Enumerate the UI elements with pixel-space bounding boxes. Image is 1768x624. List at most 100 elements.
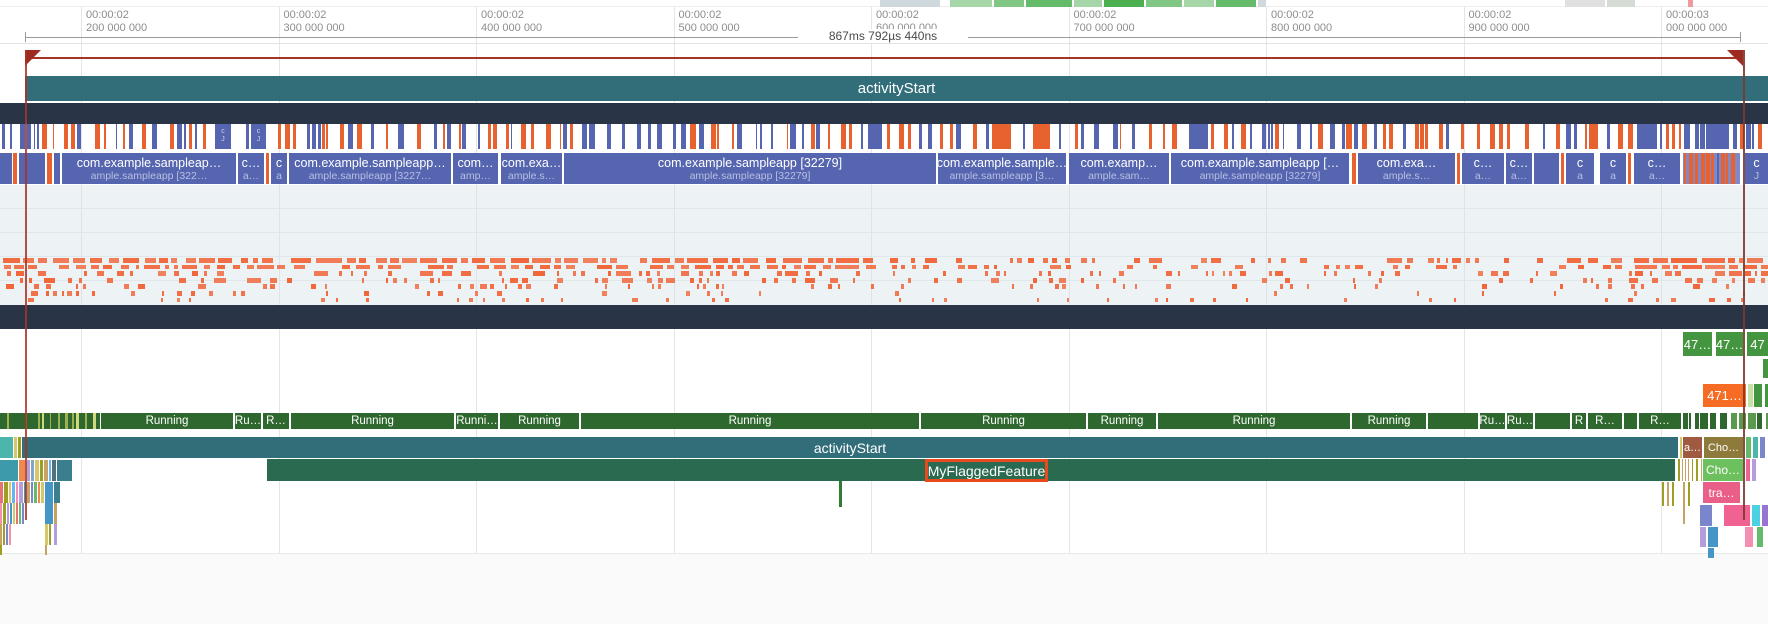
counter-cell[interactable]: 47… — [1716, 332, 1743, 356]
thread-state-slice[interactable]: R — [1572, 413, 1586, 429]
process-slice[interactable]: com.exa… ample.s… — [501, 153, 562, 184]
thread-state-slice[interactable]: Runni… — [456, 413, 498, 429]
flame-fragment[interactable] — [13, 503, 15, 524]
flame-fragment[interactable] — [57, 460, 72, 481]
flame-fragment[interactable] — [27, 460, 30, 481]
trace-slice[interactable]: activityStart — [22, 437, 1678, 458]
process-slice[interactable]: c… a… — [1634, 153, 1680, 184]
thread-state-slice[interactable]: Running — [1352, 413, 1426, 429]
flame-fragment[interactable] — [35, 460, 39, 481]
thread-state-slice[interactable] — [1535, 413, 1570, 429]
process-slice[interactable]: com.example.sampleapp [32279] ample.sampl… — [564, 153, 936, 184]
thread-state-slice[interactable]: Ru… — [1507, 413, 1533, 429]
process-slice[interactable]: com.example.sample… ample.sampleapp [3… — [938, 153, 1066, 184]
flame-fragment[interactable] — [1752, 505, 1760, 526]
flame-fragment[interactable] — [1757, 527, 1763, 547]
flame-fragment[interactable] — [54, 503, 57, 524]
thread-state-fragment[interactable] — [1720, 413, 1728, 429]
flame-fragment[interactable] — [1688, 482, 1690, 506]
process-slice[interactable]: com.examp… ample.sam… — [1069, 153, 1169, 184]
flame-fragment[interactable] — [1672, 482, 1674, 506]
trace-slice-sliver[interactable] — [1760, 437, 1765, 458]
flame-fragment[interactable] — [19, 482, 23, 503]
flame-fragment[interactable] — [10, 503, 12, 524]
process-slice[interactable]: com.exa… ample.s… — [1358, 153, 1455, 184]
flame-fragment[interactable] — [9, 524, 11, 545]
flame-fragment[interactable] — [38, 482, 40, 503]
process-slice-striped[interactable] — [1683, 153, 1740, 184]
flame-fragment[interactable] — [1745, 527, 1753, 547]
thread-state-fragment[interactable] — [1730, 413, 1738, 429]
thread-state-fragment[interactable] — [1748, 413, 1757, 429]
flame-fragment[interactable] — [6, 524, 8, 545]
thread-state-striped[interactable] — [0, 413, 100, 429]
flame-fragment[interactable] — [54, 482, 60, 503]
thread-state-slice[interactable] — [1624, 413, 1637, 429]
thread-state-fragment[interactable] — [1683, 413, 1688, 429]
thread-state-slice[interactable]: Running — [921, 413, 1086, 429]
counter-cell[interactable]: 47 — [1747, 332, 1768, 356]
thread-state-slice[interactable] — [1428, 413, 1478, 429]
flame-fragment[interactable] — [44, 460, 48, 481]
process-slice[interactable]: c… a… — [1506, 153, 1532, 184]
selection-handle-right[interactable] — [1727, 50, 1743, 66]
flame-fragment[interactable] — [45, 482, 53, 503]
flame-fragment[interactable] — [54, 524, 57, 545]
choreographer-slice[interactable]: Cho… — [1703, 459, 1743, 481]
flame-fragment[interactable] — [49, 460, 51, 481]
flame-fragment[interactable] — [3, 503, 6, 524]
trace-slice[interactable]: Cho… — [1704, 437, 1743, 458]
flame-fragment[interactable] — [16, 503, 18, 524]
process-slice[interactable]: com.example.sampleapp… ample.sampleapp [3… — [289, 153, 451, 184]
flame-fragment[interactable] — [12, 482, 15, 503]
flame-fragment[interactable] — [9, 482, 11, 503]
thread-state-slice[interactable]: Ru… — [235, 413, 261, 429]
thread-state-slice[interactable]: R… — [1639, 413, 1681, 429]
flame-fragment[interactable] — [49, 524, 51, 545]
thread-state-slice[interactable]: Running — [101, 413, 233, 429]
flame-fragment[interactable] — [31, 460, 34, 481]
flame-fragment[interactable] — [1700, 505, 1712, 526]
flame-fragment[interactable] — [22, 503, 24, 524]
flame-fragment[interactable] — [0, 524, 2, 545]
selection-range-line[interactable] — [30, 57, 1738, 59]
thread-state-fragment[interactable] — [1765, 413, 1768, 429]
process-slice[interactable] — [19, 153, 45, 184]
process-slice[interactable]: c… a… — [238, 153, 264, 184]
flame-fragment[interactable] — [27, 482, 30, 503]
flame-fragment[interactable] — [7, 503, 9, 524]
selection-line-right[interactable] — [1743, 50, 1745, 520]
flame-fragment[interactable] — [45, 524, 48, 545]
flame-fragment[interactable] — [839, 481, 842, 507]
thread-state-fragment[interactable] — [1739, 413, 1746, 429]
flame-fragment[interactable] — [1700, 527, 1706, 547]
process-slice[interactable]: c… a… — [1462, 153, 1504, 184]
flame-fragment[interactable] — [19, 460, 25, 481]
flame-fragment[interactable] — [52, 460, 56, 481]
selection-handle-left[interactable] — [25, 50, 41, 66]
thread-state-fragment[interactable] — [1699, 413, 1708, 429]
process-slice[interactable]: com.example.sampleap… ample.sampleapp [32… — [62, 153, 236, 184]
thread-state-slice[interactable]: Running — [1088, 413, 1156, 429]
flame-fragment[interactable] — [31, 482, 33, 503]
trace-slice-sliver[interactable] — [18, 437, 21, 458]
flame-fragment[interactable] — [1724, 505, 1750, 526]
flame-fragment[interactable] — [1662, 482, 1664, 506]
trace-slice-sliver[interactable] — [14, 437, 17, 458]
flame-fragment[interactable] — [19, 503, 21, 524]
process-slice[interactable] — [1534, 153, 1559, 184]
flame-fragment[interactable] — [45, 545, 47, 555]
flame-fragment[interactable] — [0, 460, 18, 481]
process-slice[interactable] — [54, 153, 60, 184]
thread-state-slice[interactable]: Ru… — [1480, 413, 1505, 429]
trace-slice-sliver[interactable] — [1753, 437, 1758, 458]
flame-fragment[interactable] — [1762, 505, 1768, 526]
selection-line-left[interactable] — [25, 50, 27, 520]
trace-slice-sliver[interactable] — [0, 437, 13, 458]
thread-state-fragment[interactable] — [1757, 413, 1763, 429]
